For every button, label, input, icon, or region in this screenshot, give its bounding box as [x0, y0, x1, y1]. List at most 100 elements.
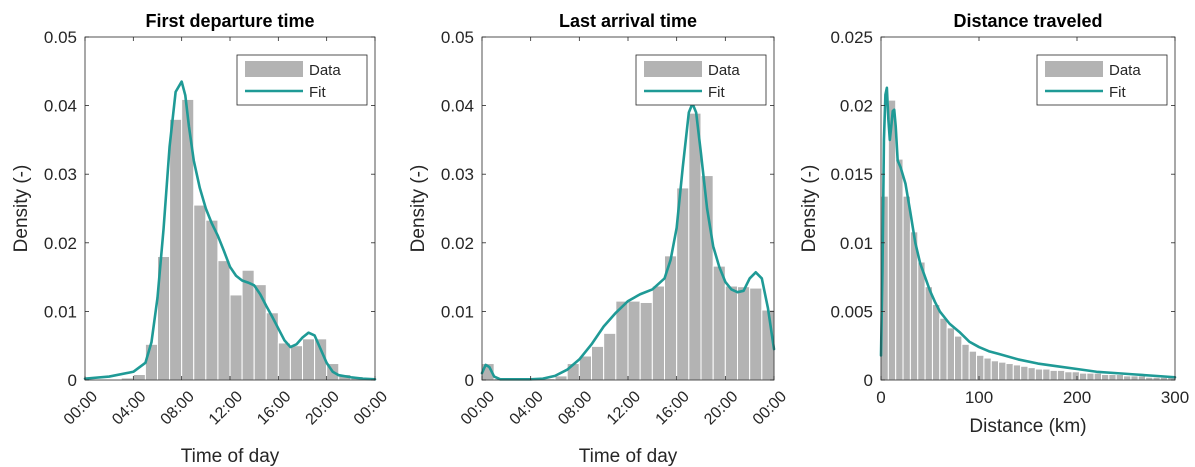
histogram-bar [1064, 371, 1073, 381]
y-tick-label: 0.02 [441, 234, 474, 253]
x-tick-label: 200 [1063, 388, 1091, 407]
x-tick-label: 0 [876, 388, 885, 407]
y-tick-label: 0.025 [830, 28, 873, 47]
histogram-bar [253, 284, 267, 381]
histogram-bar [1078, 372, 1088, 381]
histogram-bar [627, 300, 641, 381]
legend-swatch-data [644, 61, 702, 77]
legend-label-data: Data [309, 62, 341, 79]
histogram-bar [639, 301, 653, 381]
y-tick-label: 0.01 [441, 302, 474, 321]
histogram-bar [289, 345, 303, 381]
histogram-bar [1056, 369, 1066, 381]
histogram-bar [1130, 375, 1139, 381]
histogram-bar [1137, 375, 1147, 381]
legend-label-fit: Fit [309, 84, 326, 101]
legend-label-data: Data [708, 62, 740, 79]
y-tick-label: 0.05 [441, 28, 474, 47]
x-tick-label: 300 [1161, 388, 1189, 407]
histogram-bar [1012, 364, 1022, 381]
legend-label-fit: Fit [708, 84, 725, 101]
y-tick-label: 0.005 [830, 302, 873, 321]
fit-line [480, 102, 776, 381]
histogram-bar [1049, 369, 1058, 381]
histogram-bar [895, 158, 904, 381]
histogram-bar [931, 304, 941, 381]
histogram-bar [1042, 368, 1051, 381]
y-tick-label: 0 [864, 371, 873, 390]
histogram-bar [749, 287, 763, 381]
x-axis-label: Time of day [579, 446, 678, 467]
histogram-bar [917, 261, 926, 381]
y-axis-label: Density (-) [799, 165, 820, 253]
legend-swatch-data [245, 61, 303, 77]
y-tick-label: 0.03 [44, 165, 77, 184]
legend: Data Fit [236, 54, 368, 106]
legend-label-fit: Fit [1109, 84, 1126, 101]
histogram-bar [132, 374, 146, 381]
histogram-bar [144, 343, 159, 381]
x-axis-label: Time of day [181, 446, 280, 467]
histogram-bar [887, 99, 897, 381]
fit-line [879, 86, 1177, 379]
y-tick-label: 0 [68, 371, 77, 390]
legend: Data Fit [1036, 54, 1168, 106]
histogram-bar [603, 332, 617, 381]
histogram-bar [1034, 368, 1044, 381]
histogram-bar [1145, 376, 1154, 381]
x-tick-label: 100 [965, 388, 993, 407]
histogram-bar [976, 354, 985, 381]
fit-line [83, 80, 377, 381]
legend: Data Fit [635, 54, 767, 106]
histogram-bar [998, 361, 1007, 381]
histogram-bar [954, 335, 963, 381]
histogram-bar [193, 204, 207, 381]
histogram-bars [120, 98, 376, 381]
y-tick-label: 0.02 [840, 97, 873, 116]
histogram-bar [946, 327, 956, 381]
y-tick-label: 0.04 [44, 97, 77, 116]
histogram-bar [554, 375, 568, 381]
y-tick-label: 0.01 [44, 302, 77, 321]
histogram-bars [880, 99, 1176, 381]
y-tick-label: 0.05 [44, 28, 77, 47]
histogram-bar [1071, 371, 1080, 381]
histogram-bar [688, 112, 702, 381]
histogram-bar [1020, 365, 1029, 381]
histogram-bar [983, 357, 992, 381]
chart-title: First departure time [145, 11, 314, 31]
histogram-bar [615, 300, 629, 381]
histogram-bar [169, 118, 183, 381]
histogram-bar [277, 342, 291, 381]
histogram-bar [961, 343, 970, 381]
histogram-bar [724, 285, 738, 381]
y-tick-label: 0.015 [830, 165, 873, 184]
histogram-bar [1086, 372, 1095, 381]
histogram-bar [302, 338, 316, 381]
y-tick-label: 0 [465, 371, 474, 390]
histogram-bar [1005, 363, 1014, 381]
histogram-bar [1152, 376, 1161, 381]
histogram-bar [205, 219, 219, 381]
y-axis-label: Density (-) [408, 165, 429, 253]
histogram-bar [737, 286, 751, 381]
legend-swatch-data [1045, 61, 1103, 77]
histogram-bar [241, 269, 255, 381]
histogram-bar [1093, 372, 1103, 381]
chart-title: Distance traveled [953, 11, 1102, 31]
y-tick-label: 0.02 [44, 234, 77, 253]
histogram-bar [229, 294, 243, 381]
histogram-bar [924, 286, 933, 381]
histogram-bar [1115, 374, 1125, 381]
histogram-bar [578, 355, 592, 381]
histogram-bar [1027, 367, 1036, 381]
y-tick-label: 0.04 [441, 97, 474, 116]
histogram-bar [1123, 375, 1132, 381]
legend-label-data: Data [1109, 62, 1141, 79]
histogram-bar [712, 265, 726, 381]
y-axis-label: Density (-) [11, 165, 32, 253]
histogram-bar [939, 317, 948, 381]
histogram-bar [1101, 374, 1110, 381]
axes-box [880, 36, 1176, 381]
